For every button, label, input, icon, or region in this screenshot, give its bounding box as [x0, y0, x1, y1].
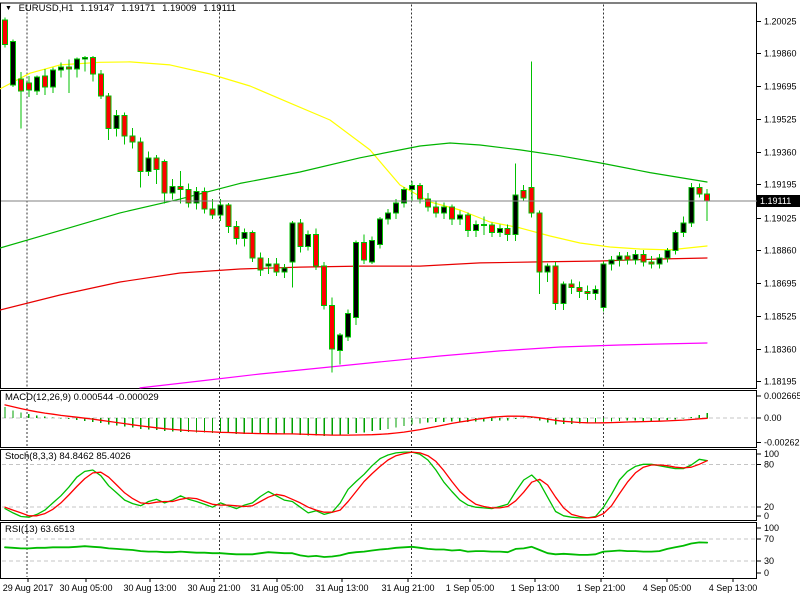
low-value: 1.19009 [162, 3, 197, 14]
symbol-dropdown-icon[interactable]: ▼ [5, 5, 12, 12]
axis-label: 1.18695 [764, 279, 797, 289]
ma-yellow [0, 61, 708, 251]
stochastic-label: Stoch(8,3,3) 84.8462 85.4026 [5, 451, 131, 462]
time-axis-label: 30 Aug 05:00 [59, 583, 113, 593]
ma-green-line [0, 142, 708, 249]
macd-label: MACD(12,26,9) 0.000544 -0.000029 [5, 392, 159, 403]
time-axis-label: 31 Aug 13:00 [315, 583, 369, 593]
axis-label: 1.19695 [764, 82, 797, 92]
rsi-panel[interactable] [0, 522, 757, 579]
axis-label: 0.002665 [764, 391, 800, 401]
time-axis-label: 4 Sep 13:00 [708, 583, 758, 593]
axis-label: 1.18360 [764, 345, 797, 355]
time-axis-label: 4 Sep 05:00 [642, 583, 692, 593]
axis-label: 1.19360 [764, 148, 797, 158]
macd-signal-line [4, 404, 708, 436]
price-axis-labels: 1.20025 1.19860 1.19695 1.19525 1.19360 1.191… [757, 17, 800, 578]
panel-borders [0, 2, 757, 579]
axis-label: -0.002622 [764, 438, 800, 448]
axis-label: 100 [764, 523, 779, 533]
price-axis[interactable] [757, 0, 800, 579]
axis-label: 0 [764, 511, 769, 521]
axis-label: 20 [764, 502, 774, 512]
time-axis-label: 1 Sep 21:00 [576, 583, 626, 593]
high-value: 1.19171 [121, 3, 156, 14]
axis-label: 1.18195 [764, 377, 797, 387]
current-price-tag: 1.19111 [757, 195, 800, 207]
main-chart-panel[interactable] [0, 0, 757, 389]
chart-title: ▼ EURUSD,H1 1.19147 1.19171 1.19009 1.19… [5, 3, 240, 14]
axis-label: 0 [764, 568, 769, 578]
axis-label: 1.19195 [764, 180, 797, 190]
time-axis-label: 31 Aug 05:00 [250, 583, 304, 593]
ma-green [0, 142, 708, 249]
ma-magenta [139, 342, 708, 389]
close-value: 1.19111 [203, 3, 237, 14]
axis-label: 0.00 [764, 413, 782, 423]
rsi-label: RSI(13) 63.6513 [5, 524, 75, 535]
ma-red-line [0, 257, 708, 311]
symbol-label: EURUSD,H1 [18, 3, 74, 14]
candles [2, 17, 711, 373]
time-axis-label: 30 Aug 13:00 [123, 583, 177, 593]
axis-label: 1.19525 [764, 115, 797, 125]
time-axis-label: 1 Sep 05:00 [445, 583, 495, 593]
axis-label: 1.18525 [764, 312, 797, 322]
axis-label: 30 [764, 556, 774, 566]
time-axis-label: 1 Sep 13:00 [510, 583, 560, 593]
axis-label: 100 [764, 449, 779, 459]
rsi-line [4, 541, 709, 558]
time-axis[interactable]: 29 Aug 2017 30 Aug 05:00 30 Aug 13:00 30 Au… [0, 582, 800, 598]
axis-label: 1.20025 [764, 17, 797, 27]
time-ticks [27, 579, 734, 582]
open-value: 1.19147 [80, 3, 115, 14]
time-axis-label: 29 Aug 2017 [2, 583, 54, 593]
axis-label: 1.19025 [764, 214, 797, 224]
ma-red [0, 257, 708, 311]
axis-label: 1.18860 [764, 246, 797, 256]
axis-label: 70 [764, 534, 774, 544]
axis-label: 1.19860 [764, 49, 797, 59]
stoch-signal-line [4, 451, 708, 519]
macd-histogram [4, 407, 708, 436]
ma-magenta-line [139, 342, 708, 389]
time-axis-label: 31 Aug 21:00 [381, 583, 435, 593]
axis-label: 80 [764, 459, 774, 469]
ma-yellow-line [0, 61, 708, 251]
time-axis-label: 30 Aug 21:00 [187, 583, 241, 593]
